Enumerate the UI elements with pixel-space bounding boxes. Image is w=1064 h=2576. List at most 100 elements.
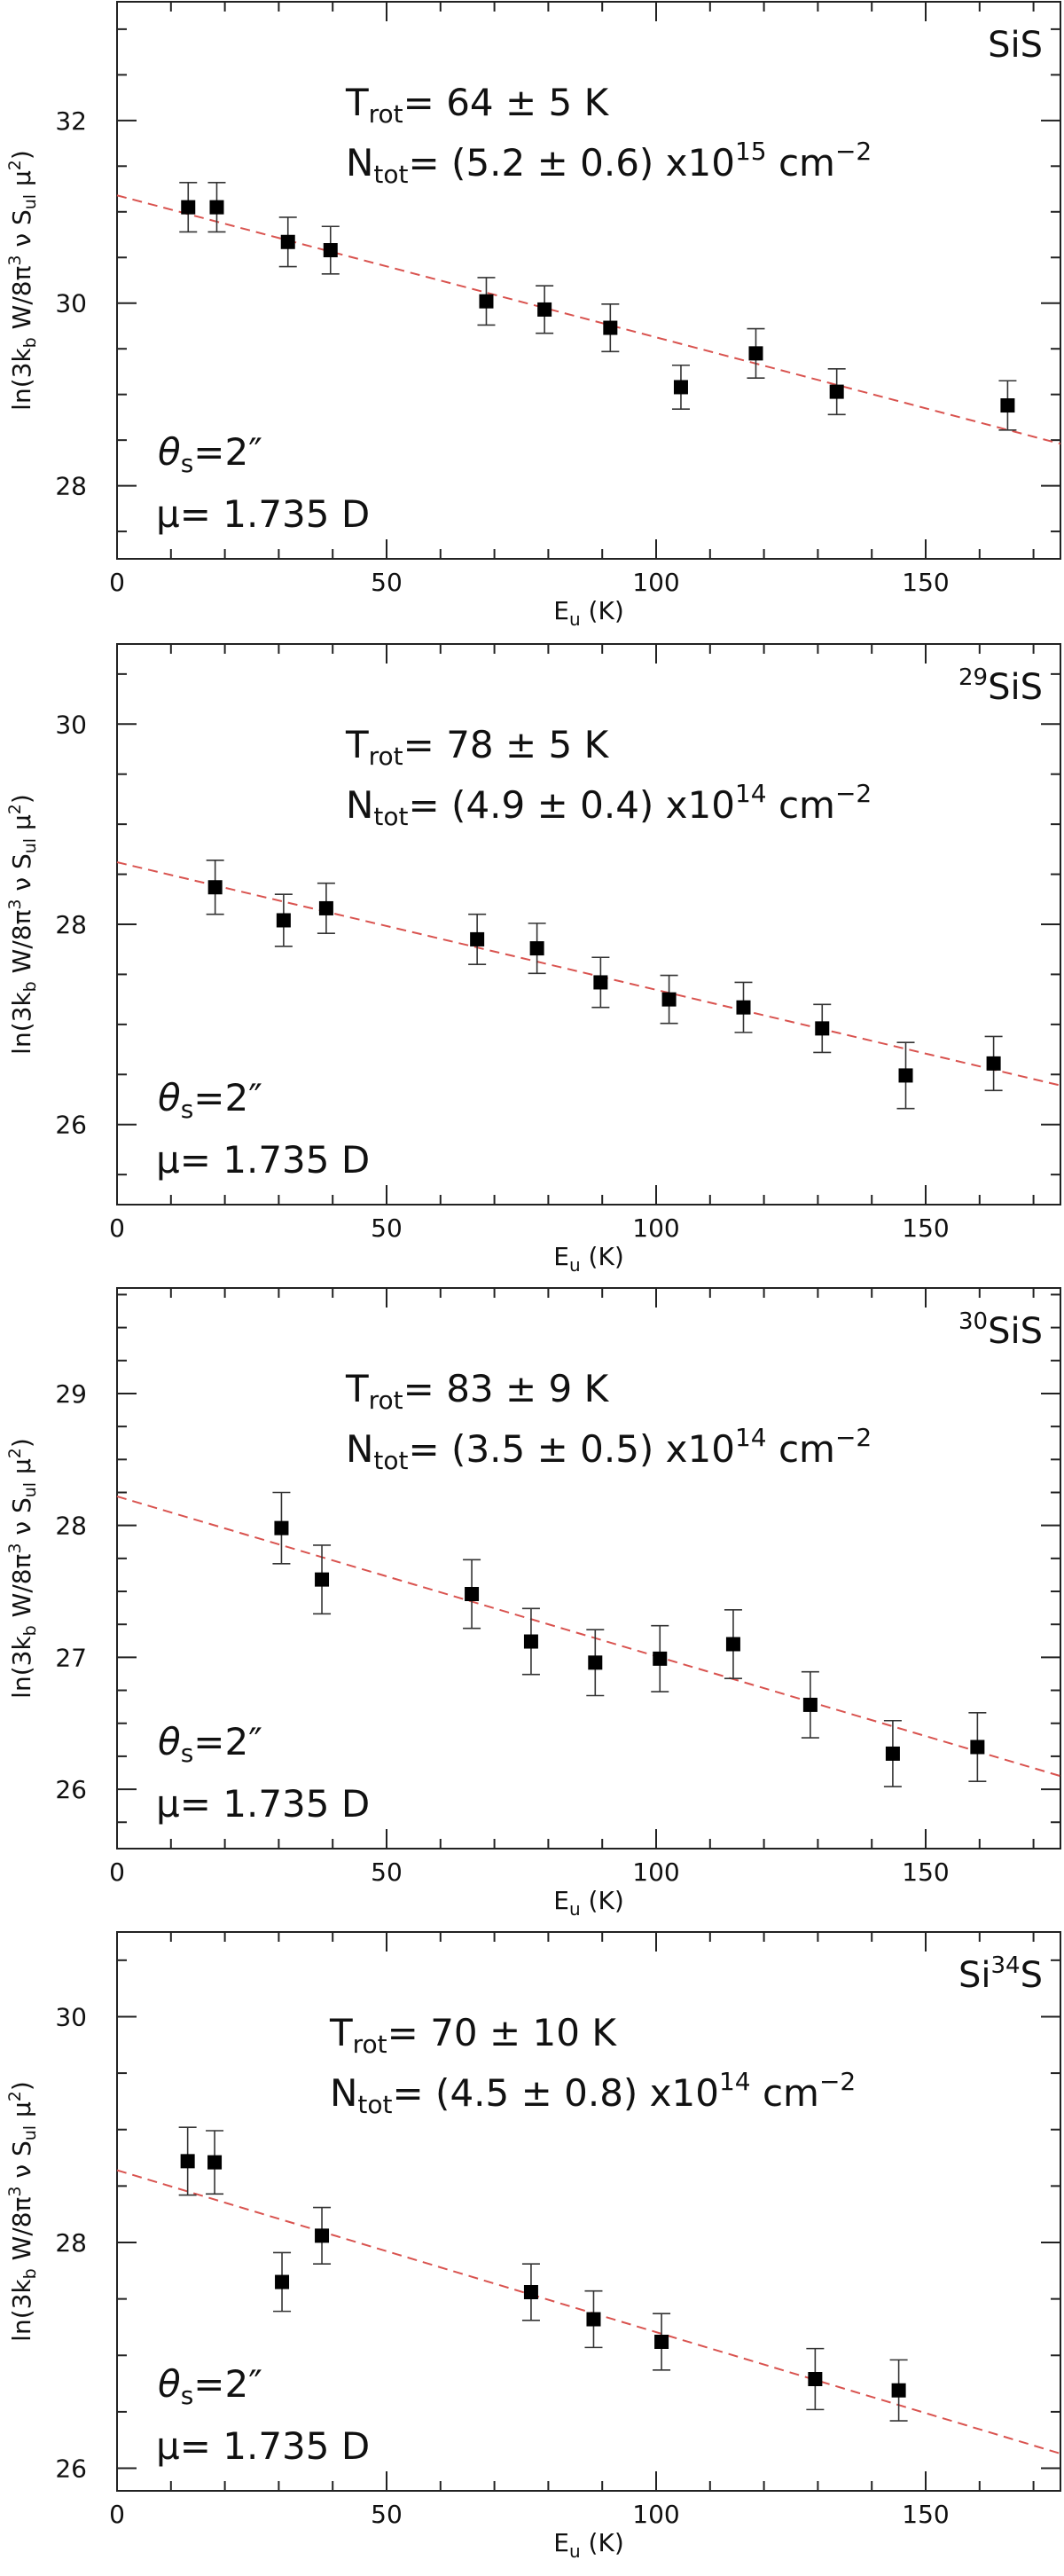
y-tick-label: 28 [55, 472, 87, 501]
data-marker [1000, 398, 1015, 413]
data-marker [180, 2154, 195, 2169]
data-point-5 [477, 277, 496, 326]
data-marker [891, 2383, 906, 2398]
y-tick-label: 30 [55, 289, 87, 318]
data-marker [280, 234, 295, 249]
ntot-annotation: Ntot= (5.2 ± 0.6) x1015 cm−2 [346, 137, 872, 189]
ntot-annotation: Ntot= (4.5 ± 0.8) x1014 cm−2 [330, 2067, 856, 2119]
data-point-10 [827, 368, 846, 416]
data-marker [323, 243, 338, 258]
ntot-annotation: Ntot= (3.5 ± 0.5) x1014 cm−2 [346, 1423, 872, 1475]
y-tick-label: 26 [55, 1775, 87, 1804]
data-marker [654, 2335, 669, 2349]
data-point-2 [313, 1544, 332, 1615]
data-marker [593, 975, 608, 990]
dipole-moment-annotation: μ= 1.735 D [156, 492, 370, 536]
species-label: Si34S [958, 1952, 1043, 1996]
data-marker [207, 880, 223, 895]
source-size-annotation: θs=2″ [158, 1720, 262, 1768]
data-marker [802, 1697, 818, 1712]
data-marker [470, 931, 485, 946]
data-point-4 [321, 225, 340, 275]
data-point-6 [591, 956, 610, 1009]
x-axis-label: Eu (K) [553, 1886, 624, 1920]
trot-annotation: Trot= 83 ± 9 K [345, 1367, 610, 1415]
data-marker [808, 2372, 823, 2386]
data-marker [529, 941, 544, 956]
y-tick-label: 29 [55, 1379, 87, 1409]
x-axis-label: Eu (K) [553, 596, 624, 630]
data-marker [736, 1000, 751, 1015]
plot-frame [116, 1287, 1061, 1850]
data-point-7 [653, 2313, 671, 2371]
x-tick-label: 150 [902, 1213, 949, 1243]
data-point-4 [468, 913, 487, 965]
plot-frame [116, 1931, 1061, 2492]
data-marker [523, 1634, 538, 1649]
data-point-3 [463, 1559, 481, 1630]
data-marker [829, 384, 844, 399]
data-point-7 [601, 302, 620, 353]
y-axis-label: ln(3kb W/8π3 ν Sul μ2) [5, 150, 40, 411]
data-marker [586, 2312, 601, 2327]
data-marker [315, 1572, 330, 1587]
data-point-2 [206, 2130, 224, 2195]
dipole-moment-annotation: μ= 1.735 D [156, 1138, 370, 1182]
data-point-10 [896, 1041, 915, 1110]
species-label: 30SiS [958, 1308, 1043, 1352]
y-tick-label: 30 [55, 710, 87, 739]
x-axis-label: Eu (K) [553, 1242, 624, 1276]
data-marker [479, 294, 494, 309]
data-marker [537, 302, 552, 317]
dipole-moment-annotation: μ= 1.735 D [156, 1782, 370, 1826]
ntot-annotation: Ntot= (4.9 ± 0.4) x1014 cm−2 [346, 779, 872, 831]
y-tick-label: 28 [55, 910, 87, 939]
data-marker [465, 1586, 480, 1601]
data-marker [815, 1021, 830, 1036]
data-point-7 [724, 1609, 742, 1679]
panel-3: 0 50 100 150 26 27 28 29 Eu (K) ln(3kb W/8π3 ν Su… [5, 1287, 1061, 1920]
y-tick-label: 26 [55, 2454, 87, 2484]
source-size-annotation: θs=2″ [158, 2362, 262, 2410]
data-point-5 [586, 1629, 605, 1697]
x-tick-label: 100 [632, 568, 679, 597]
data-point-9 [747, 327, 765, 379]
data-marker [748, 346, 763, 361]
x-tick-label: 50 [371, 2500, 403, 2529]
trot-annotation: Trot= 64 ± 5 K [345, 81, 610, 129]
species-label: SiS [988, 25, 1043, 66]
source-size-annotation: θs=2″ [158, 430, 262, 478]
data-point-1 [179, 182, 198, 233]
data-point-9 [889, 2359, 908, 2422]
x-tick-label: 0 [109, 568, 125, 597]
data-point-7 [660, 974, 678, 1025]
source-size-annotation: θs=2″ [158, 1076, 262, 1124]
data-point-1 [206, 859, 224, 915]
fit-line [116, 194, 1061, 445]
x-tick-label: 50 [371, 568, 403, 597]
data-point-2 [207, 182, 226, 233]
x-tick-label: 100 [632, 1213, 679, 1243]
y-tick-label: 32 [55, 106, 87, 136]
data-marker [315, 2228, 330, 2243]
data-point-9 [883, 1719, 902, 1787]
x-tick-label: 50 [371, 1213, 403, 1243]
data-marker [603, 320, 618, 335]
data-marker [898, 1068, 913, 1083]
trot-annotation: Trot= 78 ± 5 K [345, 723, 610, 771]
data-point-1 [178, 2126, 197, 2196]
trot-annotation: Trot= 70 ± 10 K [329, 2011, 617, 2059]
y-tick-label: 28 [55, 2228, 87, 2258]
data-marker [673, 380, 688, 395]
y-tick-label: 27 [55, 1643, 87, 1672]
data-marker [209, 200, 224, 215]
panel-2: 0 50 100 150 26 28 30 Eu (K) ln(3kb W/8π3 ν Sul … [5, 643, 1061, 1276]
data-point-8 [806, 2347, 825, 2411]
data-point-4 [313, 2206, 332, 2265]
data-point-3 [278, 216, 297, 268]
data-marker [318, 900, 333, 915]
data-point-9 [813, 1003, 832, 1054]
x-tick-label: 100 [632, 2500, 679, 2529]
x-tick-label: 50 [371, 1857, 403, 1887]
